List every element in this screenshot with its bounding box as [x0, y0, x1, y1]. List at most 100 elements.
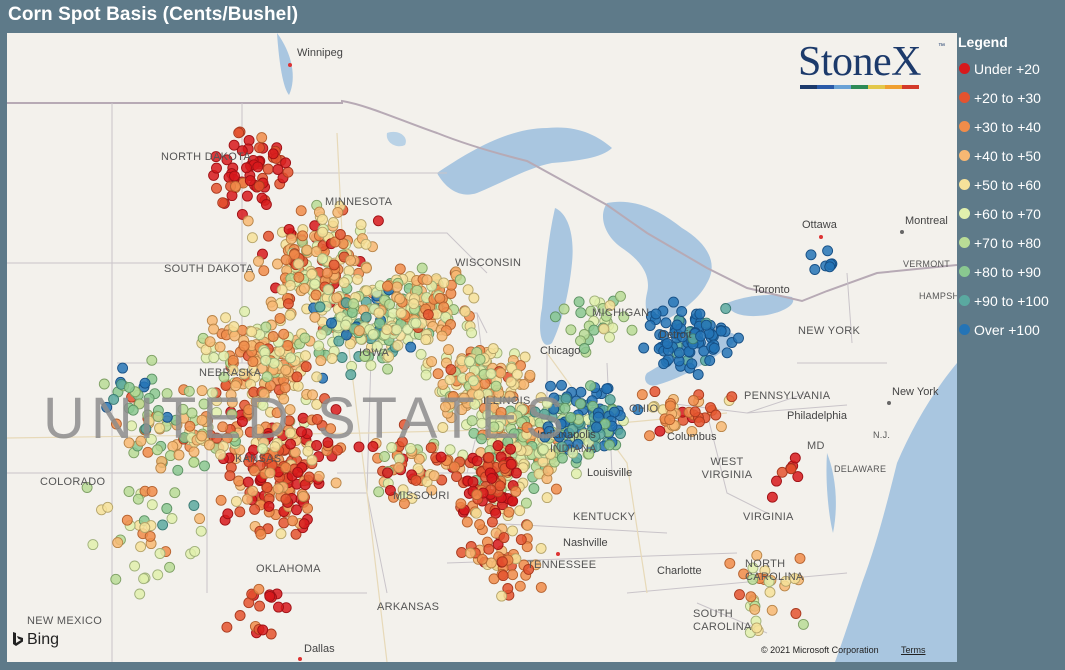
location-marker[interactable]	[236, 145, 248, 157]
location-marker[interactable]	[490, 380, 502, 392]
location-marker[interactable]	[464, 547, 476, 559]
location-marker[interactable]	[365, 359, 377, 371]
location-marker[interactable]	[285, 352, 297, 364]
terms-link[interactable]: Terms	[901, 645, 926, 655]
location-marker[interactable]	[455, 498, 467, 510]
location-marker[interactable]	[705, 402, 716, 414]
location-marker[interactable]	[504, 390, 516, 402]
location-marker[interactable]	[309, 278, 321, 290]
location-marker[interactable]	[152, 411, 164, 423]
location-marker[interactable]	[822, 245, 834, 257]
location-marker[interactable]	[278, 328, 290, 340]
location-marker[interactable]	[297, 490, 309, 502]
location-marker[interactable]	[123, 381, 135, 393]
location-marker[interactable]	[317, 213, 328, 225]
location-marker[interactable]	[340, 319, 352, 331]
location-marker[interactable]	[511, 368, 523, 380]
location-marker[interactable]	[300, 350, 311, 362]
location-marker[interactable]	[751, 549, 763, 561]
location-marker[interactable]	[668, 296, 679, 308]
location-marker[interactable]	[126, 420, 138, 432]
location-marker[interactable]	[224, 470, 236, 482]
location-marker[interactable]	[469, 398, 481, 410]
location-marker[interactable]	[734, 589, 745, 601]
location-marker[interactable]	[382, 363, 394, 375]
location-marker[interactable]	[271, 422, 283, 434]
location-marker[interactable]	[505, 458, 517, 470]
location-marker[interactable]	[157, 519, 169, 531]
location-marker[interactable]	[422, 309, 434, 321]
location-marker[interactable]	[766, 491, 778, 503]
location-marker[interactable]	[496, 590, 508, 602]
location-marker[interactable]	[134, 588, 146, 600]
location-marker[interactable]	[792, 471, 804, 483]
location-marker[interactable]	[432, 368, 444, 380]
location-marker[interactable]	[708, 342, 720, 354]
location-marker[interactable]	[766, 604, 778, 616]
location-marker[interactable]	[317, 226, 328, 238]
location-marker[interactable]	[689, 406, 701, 418]
location-marker[interactable]	[315, 355, 327, 367]
location-marker[interactable]	[302, 445, 314, 457]
location-marker[interactable]	[575, 307, 587, 319]
location-marker[interactable]	[267, 148, 279, 160]
location-marker[interactable]	[747, 562, 759, 574]
location-marker[interactable]	[428, 470, 440, 482]
location-marker[interactable]	[123, 486, 135, 497]
location-marker[interactable]	[196, 414, 208, 426]
location-marker[interactable]	[319, 393, 331, 405]
location-marker[interactable]	[591, 421, 602, 433]
location-marker[interactable]	[524, 369, 536, 381]
location-marker[interactable]	[241, 190, 253, 202]
location-marker[interactable]	[247, 485, 259, 497]
location-marker[interactable]	[567, 423, 578, 435]
location-marker[interactable]	[355, 219, 367, 231]
location-marker[interactable]	[444, 444, 456, 456]
location-marker[interactable]	[650, 308, 662, 320]
location-marker[interactable]	[139, 522, 151, 533]
location-marker[interactable]	[196, 430, 208, 442]
location-marker[interactable]	[256, 443, 268, 455]
location-marker[interactable]	[87, 539, 99, 551]
location-marker[interactable]	[771, 475, 782, 487]
location-marker[interactable]	[721, 347, 733, 359]
location-marker[interactable]	[283, 415, 295, 427]
location-marker[interactable]	[331, 444, 343, 456]
location-marker[interactable]	[507, 525, 518, 537]
location-marker[interactable]	[466, 415, 478, 427]
location-marker[interactable]	[234, 506, 246, 518]
location-marker[interactable]	[204, 336, 216, 348]
location-marker[interactable]	[395, 307, 407, 319]
location-marker[interactable]	[466, 327, 478, 339]
location-marker[interactable]	[421, 274, 433, 286]
location-marker[interactable]	[306, 268, 318, 280]
location-marker[interactable]	[311, 440, 323, 451]
location-marker[interactable]	[553, 431, 565, 443]
location-marker[interactable]	[253, 583, 265, 595]
location-marker[interactable]	[110, 573, 122, 585]
location-marker[interactable]	[243, 456, 255, 468]
location-marker[interactable]	[154, 548, 166, 559]
location-marker[interactable]	[222, 508, 234, 520]
location-marker[interactable]	[747, 573, 759, 585]
location-marker[interactable]	[764, 586, 776, 598]
location-marker[interactable]	[258, 265, 270, 277]
location-marker[interactable]	[206, 387, 218, 399]
location-marker[interactable]	[260, 321, 272, 333]
location-marker[interactable]	[505, 376, 517, 388]
location-marker[interactable]	[310, 289, 322, 301]
location-marker[interactable]	[588, 324, 600, 336]
location-marker[interactable]	[644, 430, 655, 442]
location-marker[interactable]	[278, 393, 290, 405]
location-marker[interactable]	[272, 164, 284, 175]
location-marker[interactable]	[322, 284, 334, 296]
location-marker[interactable]	[393, 462, 405, 474]
location-marker[interactable]	[258, 388, 270, 400]
location-marker[interactable]	[360, 238, 372, 250]
location-marker[interactable]	[309, 311, 321, 323]
location-marker[interactable]	[313, 340, 325, 352]
location-marker[interactable]	[306, 454, 318, 466]
location-marker[interactable]	[262, 452, 273, 464]
location-marker[interactable]	[177, 403, 189, 415]
location-marker[interactable]	[578, 343, 590, 354]
